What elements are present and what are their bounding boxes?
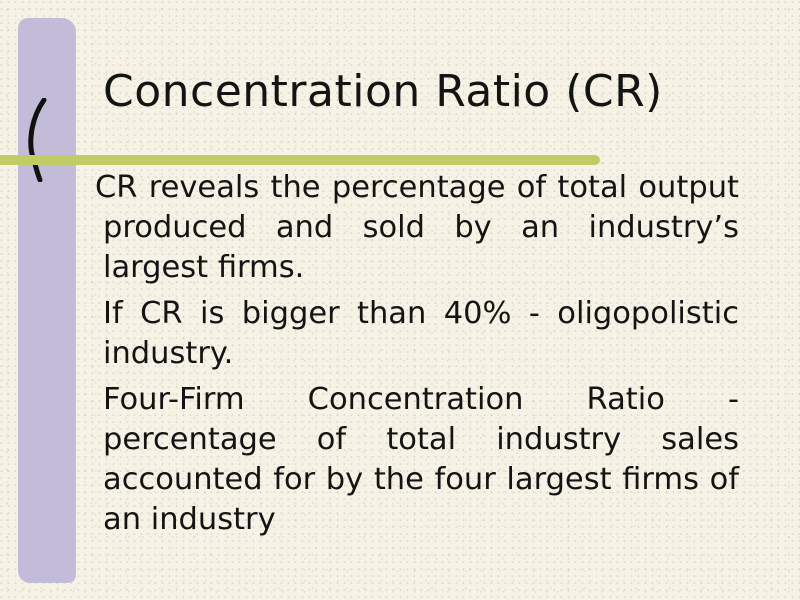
bullet-item-oligopoly-threshold: If CR is bigger than 40% - oligopolistic… xyxy=(103,296,739,371)
slide-title: Concentration Ratio (CR) xyxy=(103,66,663,117)
slide-content: CR reveals the percentage of total outpu… xyxy=(95,168,739,546)
decorative-left-band xyxy=(18,18,76,583)
bullet-item-cr-definition: CR reveals the percentage of total outpu… xyxy=(95,170,739,285)
title-underline-rule xyxy=(0,155,600,165)
bullet-item-four-firm-ratio: Four-Firm Concentration Ratio - percenta… xyxy=(103,382,739,537)
decorative-bracket-icon xyxy=(28,98,47,182)
